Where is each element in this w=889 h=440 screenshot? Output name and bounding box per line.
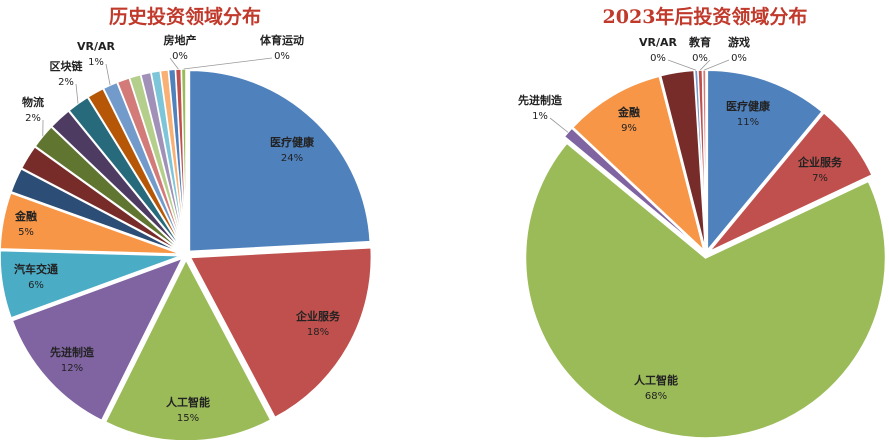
slice-percent-label: 68% bbox=[645, 391, 667, 402]
slice-label: 先进制造 bbox=[518, 93, 563, 107]
slice-label: 物流 bbox=[22, 95, 44, 109]
slice-percent-label: 0% bbox=[692, 53, 708, 64]
pie-chart-after-2023: 医疗健康 11% 企业服务 7% 人工智能 68% 先进制造 1% 金融 9% VR/AR 0% 教育 0… bbox=[518, 35, 887, 439]
slice-label: 人工智能 bbox=[166, 395, 210, 409]
slice-percent-label: 7% bbox=[812, 173, 828, 184]
pie-slice bbox=[188, 69, 371, 253]
chart-title-history: 历史投资领域分布 bbox=[108, 6, 261, 28]
pie-slice bbox=[11, 256, 184, 422]
slice-percent-label: 18% bbox=[307, 327, 329, 338]
pie-slice bbox=[189, 246, 373, 419]
slice-label: 金融 bbox=[617, 105, 640, 119]
slice-label: 体育运动 bbox=[260, 33, 304, 47]
slice-percent-label: 1% bbox=[532, 111, 548, 122]
leader-line bbox=[549, 117, 569, 133]
slice-label: 人工智能 bbox=[634, 373, 678, 387]
slice-label: 企业服务 bbox=[797, 155, 843, 169]
slice-label: 金融 bbox=[14, 209, 37, 223]
pie-slice bbox=[706, 69, 824, 253]
slice-percent-label: 0% bbox=[274, 51, 290, 62]
slice-percent-label: 6% bbox=[28, 280, 44, 291]
slice-label: 医疗健康 bbox=[726, 99, 771, 113]
pie-chart-history: 医疗健康 24% 企业服务 18% 人工智能 15% 先进制造 12% 汽车交通 6% 金融 5% 物流… bbox=[0, 33, 373, 440]
leader-line bbox=[183, 57, 273, 70]
slice-percent-label: 0% bbox=[172, 51, 188, 62]
slice-percent-label: 12% bbox=[61, 363, 83, 374]
slice-percent-label: 0% bbox=[650, 53, 666, 64]
leader-line bbox=[75, 83, 79, 104]
slice-percent-label: 2% bbox=[58, 77, 74, 88]
pie-slice bbox=[0, 249, 182, 319]
slice-label: 游戏 bbox=[728, 35, 750, 49]
leader-line bbox=[169, 57, 179, 70]
slice-label: 房地产 bbox=[164, 33, 197, 47]
slice-label: VR/AR bbox=[639, 36, 678, 49]
slice-label: 教育 bbox=[688, 35, 711, 49]
slice-percent-label: 0% bbox=[731, 53, 747, 64]
slice-percent-label: 2% bbox=[25, 113, 41, 124]
slice-label: 汽车交通 bbox=[14, 262, 58, 276]
pie-slice bbox=[104, 258, 272, 440]
chart-title-2023: 2023年后投资领域分布 bbox=[602, 6, 808, 28]
leader-line bbox=[699, 59, 711, 71]
slice-percent-label: 9% bbox=[621, 123, 637, 134]
slice-percent-label: 15% bbox=[177, 413, 199, 424]
pie-slice bbox=[708, 111, 874, 253]
slice-label: 企业服务 bbox=[295, 309, 341, 323]
slice-percent-label: 24% bbox=[281, 153, 303, 164]
pie-slice bbox=[0, 191, 182, 255]
leader-line bbox=[667, 59, 697, 71]
slice-percent-label: 11% bbox=[737, 117, 759, 128]
slice-percent-label: 1% bbox=[88, 57, 104, 68]
slice-percent-label: 5% bbox=[18, 227, 34, 238]
slice-label: 区块链 bbox=[50, 59, 84, 73]
slice-label: VR/AR bbox=[77, 40, 116, 53]
leader-line bbox=[105, 63, 111, 86]
pie-slice bbox=[524, 142, 887, 439]
pie-slice bbox=[571, 75, 706, 253]
leader-line bbox=[704, 59, 730, 71]
slice-label: 先进制造 bbox=[50, 345, 95, 359]
slice-label: 医疗健康 bbox=[270, 135, 315, 149]
